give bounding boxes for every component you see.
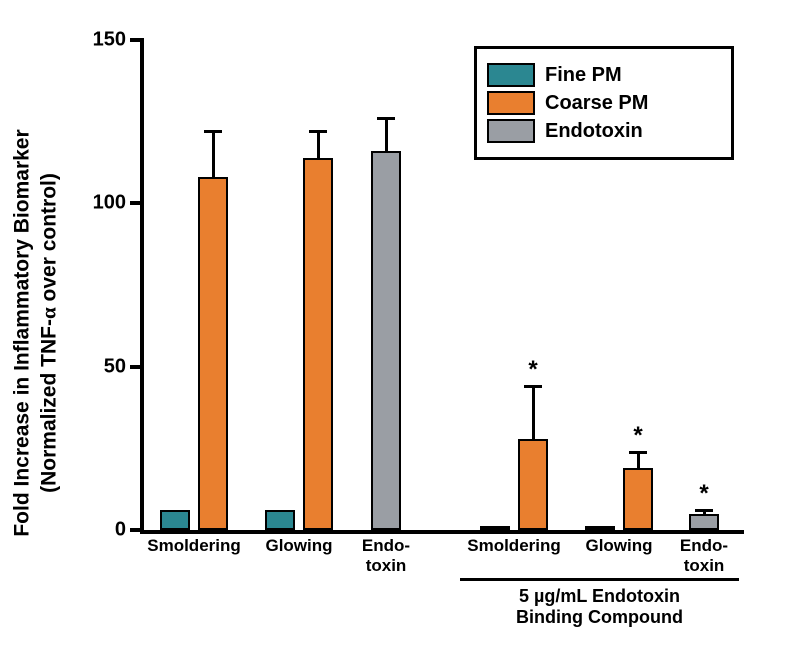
bar-endotoxin: *	[689, 514, 719, 530]
legend-item: Fine PM	[487, 63, 717, 87]
x-tick-label: Smoldering	[467, 536, 561, 556]
y-tick-label: 100	[93, 192, 126, 215]
y-tick-label: 50	[104, 355, 126, 378]
error-line	[532, 388, 535, 440]
error-line	[385, 120, 388, 153]
bar-coarse: *	[623, 468, 653, 530]
y-tick-label: 150	[93, 29, 126, 52]
legend-item: Coarse PM	[487, 91, 717, 115]
bar-fine	[585, 526, 615, 530]
legend-swatch	[487, 119, 535, 143]
bar-group	[160, 177, 228, 530]
chart-container: Fold Increase in Inflammatory Biomarker(…	[0, 0, 800, 665]
plot-area: 050100150SmolderingGlowingEndo-toxin*Smo…	[140, 40, 744, 534]
error-line	[317, 133, 320, 159]
y-tick-label: 0	[115, 519, 126, 542]
legend: Fine PM Coarse PM Endotoxin	[474, 46, 734, 160]
error-bar	[204, 130, 222, 179]
error-line	[637, 454, 640, 470]
bar-group: *	[480, 439, 548, 530]
bar-group	[371, 151, 401, 530]
x-tick-label: Glowing	[585, 536, 652, 556]
legend-swatch	[487, 91, 535, 115]
error-bar	[377, 117, 395, 153]
error-line	[212, 133, 215, 179]
y-tick	[130, 365, 144, 369]
bar-fine	[480, 526, 510, 530]
error-bar	[309, 130, 327, 159]
x-tick-label: Smoldering	[147, 536, 241, 556]
error-bar	[695, 509, 713, 515]
significance-star: *	[633, 424, 642, 448]
y-tick	[130, 201, 144, 205]
y-axis-title-line1: Fold Increase in Inflammatory Biomarker	[9, 129, 35, 536]
bar-coarse	[198, 177, 228, 530]
legend-label: Coarse PM	[545, 92, 648, 115]
bar-fine	[160, 510, 190, 530]
x-tick-label: Endo-toxin	[362, 536, 410, 576]
legend-item: Endotoxin	[487, 119, 717, 143]
x-tick-label: Endo-toxin	[680, 536, 728, 576]
bar-group: *	[585, 468, 653, 530]
y-tick	[130, 38, 144, 42]
legend-swatch	[487, 63, 535, 87]
significance-star: *	[528, 358, 537, 382]
significance-star: *	[699, 482, 708, 506]
bar-endotoxin	[371, 151, 401, 530]
legend-label: Fine PM	[545, 64, 622, 87]
legend-label: Endotoxin	[545, 120, 643, 143]
bar-group	[265, 158, 333, 530]
y-axis-title: Fold Increase in Inflammatory Biomarker(…	[9, 129, 63, 536]
bracket-label: 5 µg/mL EndotoxinBinding Compound	[516, 586, 683, 628]
error-bar	[524, 385, 542, 440]
y-tick	[130, 528, 144, 532]
bar-group: *	[689, 514, 719, 530]
x-tick-label: Glowing	[265, 536, 332, 556]
y-axis-title-line2: (Normalized TNF-α over control)	[36, 129, 63, 536]
error-bar	[629, 451, 647, 470]
error-line	[703, 512, 706, 515]
bar-coarse: *	[518, 439, 548, 530]
bar-coarse	[303, 158, 333, 530]
bracket-line	[460, 578, 739, 581]
bar-fine	[265, 510, 295, 530]
